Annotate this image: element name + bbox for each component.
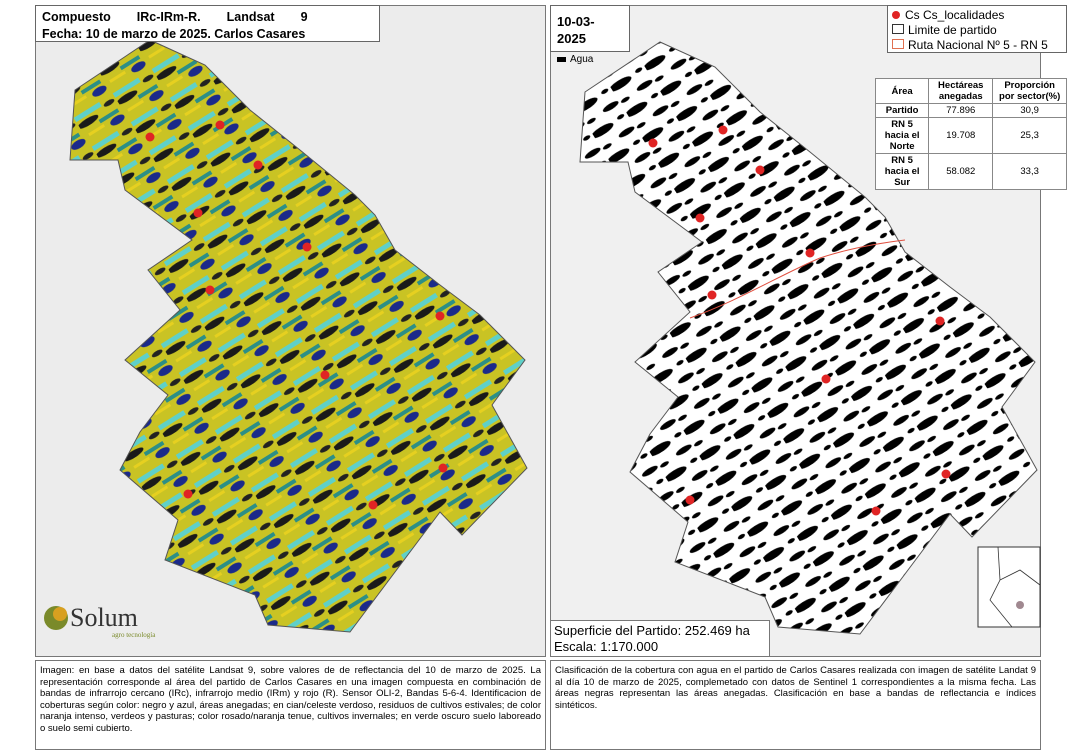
surface-box: Superficie del Partido: 252.469 ha Escal… [550, 620, 770, 657]
composite-map [69, 39, 528, 633]
locality [648, 138, 658, 148]
legend-item: Cs Cs_localidades [892, 8, 1062, 23]
locality [368, 500, 378, 510]
locality [821, 374, 831, 384]
locality [695, 213, 705, 223]
legend-item: Limite de partido [892, 23, 1062, 38]
locality [438, 463, 448, 473]
title-part: Compuesto [42, 10, 111, 24]
logo-sun [53, 607, 67, 621]
legend-label: Ruta Nacional Nº 5 - RN 5 [908, 38, 1048, 52]
legend-label: Cs Cs_localidades [905, 8, 1005, 22]
title-part: Landsat [226, 10, 275, 24]
locality [320, 370, 330, 380]
locality [215, 120, 225, 130]
legend-item: Ruta Nacional Nº 5 - RN 5 [892, 38, 1062, 53]
water-legend: Agua [557, 51, 623, 68]
cell: 58.082 [928, 153, 994, 190]
left-header: Compuesto IRc-IRm-R. Landsat 9 Fecha: 10 de… [35, 5, 380, 42]
locality [871, 506, 881, 516]
cell: 30,9 [992, 103, 1067, 118]
th: Proporción por sector(%) [992, 78, 1067, 104]
locality [183, 489, 193, 499]
inset-map [977, 546, 1041, 628]
cell: 25,3 [992, 117, 1067, 154]
cell: RN 5 hacia el Norte [874, 117, 930, 154]
table-row: RN 5 hacia el Sur 58.082 33,3 [874, 153, 1067, 190]
locality [935, 316, 945, 326]
table-row: Partido 77.896 30,9 [874, 103, 1067, 118]
th: Hectáreas anegadas [928, 78, 994, 104]
locality [707, 290, 717, 300]
water-label: Agua [570, 54, 594, 65]
date-line: Fecha: 10 de marzo de 2025. Carlos Casar… [42, 27, 306, 41]
logo-mark [44, 606, 68, 630]
right-date: 10-03-2025 [557, 14, 595, 46]
inset-borders [989, 546, 1041, 628]
logo-name: Solum [70, 603, 138, 632]
legend-box [892, 39, 904, 49]
localities-left [145, 120, 448, 510]
localities-right [648, 125, 951, 516]
locality [718, 125, 728, 135]
table-header: Área Hectáreas anegadas Proporción por sec… [874, 78, 1067, 104]
route-rn5 [689, 239, 906, 319]
table-row: RN 5 hacia el Norte 19.708 25,3 [874, 117, 1067, 154]
th: Área [874, 78, 930, 104]
right-header: 10-03-2025 Agua [550, 5, 630, 65]
legend-box [892, 24, 904, 34]
locality [302, 242, 312, 252]
inset-district [1016, 601, 1024, 609]
locality [805, 248, 815, 258]
cell: RN 5 hacia el Sur [874, 153, 930, 190]
cell: 19.708 [928, 117, 994, 154]
surface: Superficie del Partido: 252.469 ha [554, 623, 750, 638]
cell: 33,3 [992, 153, 1067, 190]
cell: 77.896 [928, 103, 994, 118]
cell: Partido [874, 103, 930, 118]
title-part: IRc-IRm-R. [136, 10, 201, 24]
legend-label: Limite de partido [908, 23, 997, 37]
locality [941, 469, 951, 479]
area-table: Área Hectáreas anegadas Proporción por sec… [874, 78, 1067, 190]
locality [205, 285, 215, 295]
legend: Cs Cs_localidades Limite de partido Ruta… [887, 5, 1067, 53]
locality [145, 132, 155, 142]
locality [253, 160, 263, 170]
locality [685, 495, 695, 505]
locality [755, 165, 765, 175]
title-part: 9 [300, 10, 308, 24]
water-swatch [557, 56, 566, 62]
logo-tagline: agro tecnología [112, 631, 156, 639]
legend-dot [892, 11, 900, 19]
locality [435, 311, 445, 321]
caption-right: Clasificación de la cobertura con agua e… [550, 660, 1041, 750]
caption-left: Imagen: en base a datos del satélite Lan… [35, 660, 546, 750]
scale: Escala: 1:170.000 [554, 639, 659, 654]
title-line: Compuesto IRc-IRm-R. Landsat 9 [42, 9, 373, 26]
locality [193, 208, 203, 218]
